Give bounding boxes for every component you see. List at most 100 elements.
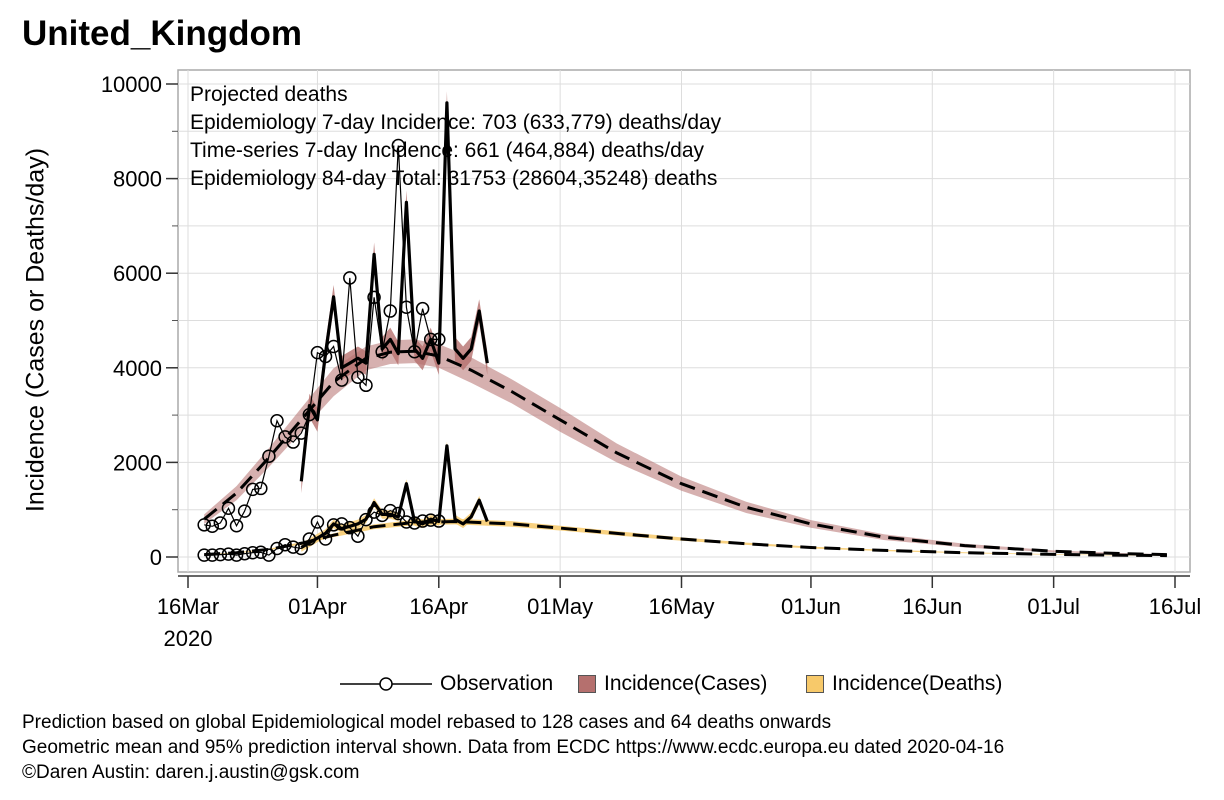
observation-marker [213,547,228,562]
x-tick-label: 16Mar [157,594,219,619]
observation-marker [334,373,349,387]
observation-marker [262,548,276,562]
observation-marker [286,435,300,449]
x-tick-label: 16Jul [1149,594,1202,619]
observation-marker [245,545,260,560]
observation-marker [375,508,389,523]
observation-marker [432,514,446,528]
deaths-epidemiology-projection-line [204,519,1167,558]
y-tick-label: 8000 [113,167,162,192]
annotation-line: Epidemiology 7-day Incidence: 703 (633,7… [190,111,722,134]
observation-marker [229,519,244,533]
observation-marker [343,520,357,535]
observation-marker [367,505,381,519]
observation-marker [359,378,373,393]
observation-marker [407,516,422,530]
observation-marker [237,504,252,518]
observation-marker [351,370,365,385]
legend-item-observation: Observation [340,672,553,696]
observation-marker [343,271,357,285]
observation-marker [383,304,398,318]
cases-swatch-icon [578,675,596,693]
footer-line: ©Daren Austin: daren.j.austin@gsk.com [22,762,360,783]
annotation-line: Projected deaths [190,83,348,106]
observation-marker [254,545,268,560]
observation-marker [229,548,244,562]
observation-marker [254,481,268,496]
observation-marker [399,515,414,529]
observation-marker [399,300,414,315]
x-tick-label: 01Jun [781,594,841,619]
observation-marker [221,501,236,516]
x-tick-label: 16Apr [409,594,468,619]
cases-timeseries-line [299,101,489,482]
legend-item-cases: Incidence(Cases) [578,672,767,696]
x-tick-sublabel: 2020 [164,626,213,651]
observation-markers [197,138,446,562]
chart-plot: 0 2000 4000 6000 8000 10000 16Mar 2020 01Apr 16Ap… [101,69,1201,651]
cases-observed-line [204,145,439,528]
observation-marker [351,529,365,543]
observation-marker [286,540,300,554]
observation-marker [205,519,220,534]
observation-marker [375,344,389,359]
legend-label: Observation [440,672,554,695]
observation-marker [302,532,317,546]
y-tick-label: 6000 [113,261,162,286]
y-tick-label: 2000 [113,450,162,475]
observation-marker [326,518,341,532]
footer-line: Prediction based on global Epidemiologic… [22,712,832,733]
series-lines [203,101,1167,558]
footer-notes: Prediction based on global Epidemiologic… [22,710,1004,785]
observation-marker [270,541,284,556]
observation-marker [197,518,211,532]
observation-marker [391,138,406,153]
observation-marker [310,345,325,360]
grid [177,69,1191,573]
observation-marker [270,414,284,428]
observation-marker [423,332,438,347]
legend: Observation Incidence(Cases) Incidence(D… [0,672,1224,702]
x-tick-label: 01Apr [288,594,347,619]
observation-marker [302,407,317,422]
observation-marker [326,339,341,354]
footer-line: Geometric mean and 95% prediction interv… [22,737,1005,758]
y-tick-label: 10000 [101,72,162,97]
observation-marker [432,332,446,347]
y-tick-label: 0 [150,545,162,570]
observation-marker [415,514,430,528]
legend-label: Incidence(Deaths) [832,672,1003,695]
y-tick-label: 4000 [113,356,162,381]
observation-marker [407,344,422,359]
observation-marker [310,515,325,529]
observation-line-icon [340,677,432,691]
observation-marker [245,482,260,497]
x-tick-label: 16Jun [902,594,962,619]
chart-title: United_Kingdom [22,14,302,53]
observation-marker [262,449,276,464]
observation-marker [318,532,333,546]
observation-marker [334,517,349,531]
annotation-text: Projected deaths Epidemiology 7-day Incid… [190,83,722,190]
legend-item-deaths: Incidence(Deaths) [806,672,1002,696]
observation-marker [294,426,309,440]
observation-marker [318,349,333,364]
x-tick-label: 01Jul [1027,594,1080,619]
observation-marker [383,503,398,518]
observation-marker [237,546,252,561]
x-tick-label: 16May [648,594,714,619]
observation-marker [423,513,438,527]
observation-marker [359,512,373,527]
observation-marker [294,541,309,556]
observation-marker [391,506,406,521]
observation-marker [367,290,381,305]
axes: 0 2000 4000 6000 8000 10000 16Mar 2020 01Apr 16Ap… [101,72,1201,651]
x-tick-label: 01May [527,594,593,619]
deaths-observed-line [204,509,439,556]
observation-marker [278,537,292,552]
annotation-line: Time-series 7-day Incidence: 661 (464,88… [190,139,705,162]
observation-marker [197,548,211,562]
deaths-swatch-icon [806,675,824,693]
legend-label: Incidence(Cases) [604,672,768,695]
observation-marker [415,301,430,316]
